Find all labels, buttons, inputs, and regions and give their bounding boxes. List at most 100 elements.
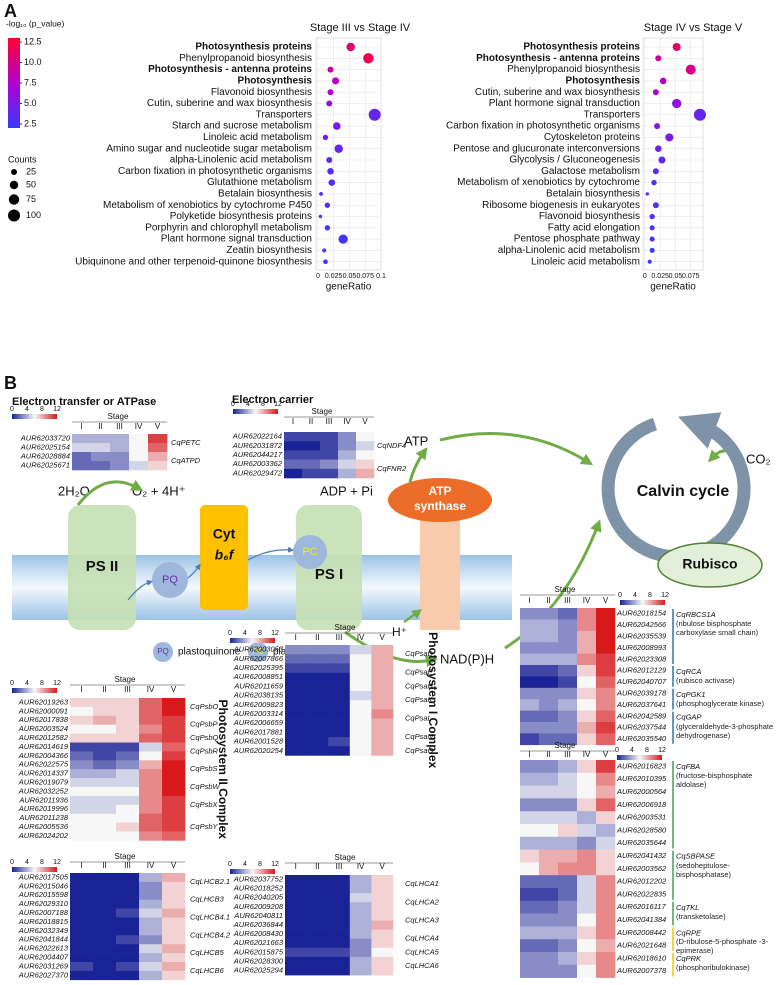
category-label: Flavonoid biosynthesis (539, 211, 640, 222)
heat-cell (577, 849, 597, 863)
heat-cell (577, 811, 597, 825)
heat-cell (116, 804, 140, 814)
heat-cell (338, 468, 357, 479)
column-label: III (564, 596, 571, 605)
x-tick-label: 0.075 (356, 273, 374, 280)
heat-cell (116, 873, 140, 883)
heat-cell (371, 920, 394, 930)
heat-cell (91, 443, 111, 453)
heat-cell (539, 939, 559, 953)
heat-cell (162, 778, 186, 788)
heat-scale-label: 4 (243, 630, 247, 637)
panel-label: A (4, 1, 17, 21)
dot (333, 122, 341, 130)
heat-cell (116, 742, 140, 752)
column-label: II (315, 862, 319, 871)
gene-label: AUR62018610 (616, 953, 667, 962)
column-label: V (603, 596, 609, 605)
heat-cell (139, 698, 163, 708)
heat-cell (596, 665, 616, 677)
group-label: CqPsaH (405, 681, 434, 690)
heatmap-header: Stage (335, 853, 356, 862)
heat-scale-label: 12 (661, 592, 669, 599)
dot (363, 53, 374, 64)
chart-title: Stage IV vs Stage V (644, 22, 743, 34)
heat-cell (520, 862, 540, 876)
column-label: III (124, 685, 131, 694)
heat-cell (349, 681, 372, 692)
category-label: Photosynthesis proteins (195, 42, 312, 53)
heat-cell (539, 824, 559, 838)
heat-cell (539, 653, 559, 666)
heat-cell (539, 913, 559, 927)
size-label: 75 (26, 194, 36, 204)
gene-label: AUR62032252 (18, 786, 69, 795)
heat-cell (558, 875, 578, 889)
category-label: Pentose and glucuronate interconversions (453, 143, 640, 154)
heat-cell (596, 926, 616, 940)
category-label: Metabolism of xenobiotics by cytochrome … (103, 200, 312, 211)
heat-scale-label: 8 (648, 592, 652, 599)
heat-cell (284, 441, 303, 451)
heat-cell (91, 461, 111, 471)
heat-cell (520, 710, 540, 723)
heatmap-header: Stage (115, 675, 136, 684)
heat-cell (72, 452, 92, 462)
heat-cell (93, 890, 117, 900)
gene-label: AUR62022575 (18, 760, 69, 769)
dot (645, 192, 649, 196)
heat-cell (539, 722, 559, 734)
heat-cell (539, 888, 559, 902)
dot (324, 202, 331, 208)
x-tick-label: 0.025 (325, 273, 343, 280)
heat-cell (110, 434, 130, 444)
heat-cell (349, 727, 372, 738)
group-label: CqLHCB5 (190, 948, 225, 957)
heat-cell (371, 691, 394, 701)
heat-cell (306, 645, 329, 655)
heat-cell (302, 459, 321, 470)
heat-cell (70, 953, 94, 963)
heat-cell (349, 938, 372, 949)
heat-cell (139, 813, 163, 823)
group-label: CqRPE (676, 928, 702, 937)
proton-label: H⁺ (392, 625, 407, 639)
gene-label: AUR62012129 (616, 666, 667, 675)
group-label: CqPsbY (190, 822, 219, 831)
heat-cell (139, 760, 163, 770)
heat-cell (558, 687, 578, 700)
group-note: (fructose-bisphosphate aldolase) (676, 771, 752, 789)
group-label: CqPsaK (405, 695, 434, 704)
group-label: CqSBPASE (676, 852, 716, 861)
x-axis-label: geneRatio (326, 282, 372, 293)
heat-cell (577, 900, 597, 914)
column-label: II (546, 750, 550, 759)
gene-label: AUR62036844 (233, 920, 283, 929)
heat-cell (349, 654, 372, 664)
heat-cell (139, 724, 163, 734)
heat-cell (520, 733, 540, 746)
heat-cell (371, 902, 394, 912)
heat-cell (596, 653, 616, 666)
group-label: CqPGK1 (676, 690, 706, 699)
heat-cell (139, 804, 163, 814)
heat-cell (70, 724, 94, 734)
heat-cell (116, 724, 140, 734)
heat-cell (93, 926, 117, 936)
legend-circle (153, 642, 173, 662)
heat-cell (596, 630, 616, 643)
group-label: CqPsaN (405, 732, 434, 741)
column-label: I (80, 422, 82, 431)
heat-cell (162, 822, 186, 832)
heat-cell (139, 926, 163, 936)
heat-cell (162, 831, 186, 841)
heat-cell (162, 881, 186, 892)
heat-cell (285, 956, 307, 967)
column-label: III (564, 750, 571, 759)
gene-label: AUR62044217 (232, 450, 283, 459)
heat-cell (349, 911, 372, 921)
heat-cell (285, 727, 307, 738)
heat-cell (338, 441, 357, 451)
heat-cell (539, 875, 559, 889)
heat-cell (285, 884, 307, 894)
